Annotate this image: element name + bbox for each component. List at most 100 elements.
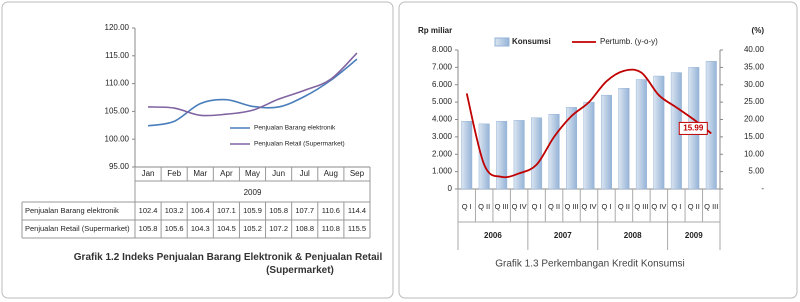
x-tick-label: Aug: [324, 169, 338, 178]
table-cell: 103.2: [165, 206, 184, 215]
table-cell: 106.4: [191, 206, 210, 215]
x-tick-label: Feb: [167, 169, 181, 178]
table-cell: 114.4: [348, 206, 366, 215]
right-panel: [398, 1, 798, 299]
table-cell: 105.9: [243, 206, 262, 215]
bar: [566, 107, 578, 190]
y-tick-label: 8.000: [432, 45, 453, 54]
y2-tick-label: -: [761, 184, 764, 193]
y2-tick-label: 5.00: [748, 167, 764, 176]
y2-tick-label: 15.00: [744, 132, 765, 141]
table-cell: 115.5: [348, 224, 366, 233]
bar: [496, 120, 508, 190]
table-row-label: Penjualan Retail (Supermarket): [25, 224, 130, 233]
group-label: 2006: [484, 231, 502, 240]
bar: [635, 79, 647, 190]
group-label: 2007: [554, 231, 572, 240]
table-row-label: Penjualan Barang elektronik: [25, 206, 119, 215]
table-cell: 107.1: [217, 206, 236, 215]
table-cell: 110.6: [322, 206, 340, 215]
bar: [513, 120, 525, 190]
y-tick-label: 7.000: [432, 62, 453, 71]
group-label: 2009: [685, 231, 703, 240]
x-tick-label: Q IV: [512, 202, 527, 211]
chart-title: Grafik 1.3 Perkembangan Kredit Konsumsi: [495, 259, 685, 270]
table-cell: 105.2: [243, 224, 262, 233]
y-tick-label: 5.000: [432, 97, 453, 106]
y-tick-label: 4.000: [432, 115, 453, 124]
y2-tick-label: 25.00: [744, 97, 765, 106]
y2-tick-label: 10.00: [744, 149, 765, 158]
chart-title: Grafik 1.2 Indeks Penjualan Barang Elekt…: [74, 252, 383, 276]
bar: [531, 117, 543, 190]
left-panel: [1, 1, 394, 299]
y-tick-label: 6.000: [432, 80, 453, 89]
bar: [618, 87, 630, 190]
y-tick-label: 1.000: [432, 167, 453, 176]
x-tick-label: Q I: [462, 202, 472, 211]
y2-tick-label: 40.00: [744, 45, 765, 54]
y-tick-label: 120.00: [105, 23, 130, 32]
bar: [548, 114, 560, 190]
y-tick-label: 110.00: [105, 79, 129, 88]
x-tick-label: Sep: [350, 169, 365, 178]
data-label: 15.99: [683, 124, 704, 133]
x-tick-label: May: [245, 169, 260, 178]
series-line: [147, 58, 358, 127]
table-cell: 102.4: [139, 206, 158, 215]
x-tick-label: Q I: [671, 202, 681, 211]
y2-tick-label: 20.00: [744, 115, 765, 124]
x-tick-label: Q II: [618, 202, 630, 211]
table-cell: 104.3: [191, 224, 210, 233]
legend-swatch: [494, 37, 510, 47]
x-tick-label: Jan: [142, 169, 155, 178]
x-tick-label: Q IV: [651, 202, 666, 211]
table-cell: 104.5: [217, 224, 236, 233]
legend-label: Penjualan Retail (Supermarket): [254, 141, 345, 148]
x-tick-label: Q III: [564, 202, 578, 211]
x-tick-label: Q I: [532, 202, 542, 211]
x-tick-label: Jun: [272, 169, 285, 178]
y-tick-label: 0: [448, 184, 453, 193]
legend-label: Konsumsi: [512, 37, 551, 46]
x-tick-label: Q II: [688, 202, 700, 211]
y2-axis-label: (%): [752, 26, 765, 35]
x-tick-label: Q I: [601, 202, 611, 211]
table-cell: 110.8: [322, 224, 340, 233]
y2-tick-label: 30.00: [744, 80, 765, 89]
table-cell: 107.2: [269, 224, 288, 233]
bar: [478, 123, 490, 190]
bar: [461, 120, 473, 190]
annotation-box: [678, 121, 708, 135]
y-tick-label: 105.00: [105, 107, 130, 116]
y-tick-label: 100.00: [105, 134, 130, 143]
legend-label: Pertumb. (y-o-y): [600, 37, 658, 46]
y-tick-label: 3.000: [432, 132, 453, 141]
group-label: 2008: [624, 231, 642, 240]
x-tick-label: Q IV: [581, 202, 596, 211]
x-tick-label: Q III: [704, 202, 718, 211]
x-tick-label: Q III: [634, 202, 648, 211]
y2-tick-label: 35.00: [744, 62, 765, 71]
series-line: [148, 52, 358, 117]
bar: [653, 75, 665, 190]
x-tick-label: Apr: [220, 169, 233, 178]
x-tick-label: Jul: [300, 169, 310, 178]
y-axis-label: Rp miliar: [418, 26, 452, 35]
table-cell: 105.8: [139, 224, 158, 233]
x-tick-label: Q II: [548, 202, 560, 211]
x-tick-label: Mar: [193, 169, 207, 178]
series-line: [465, 68, 712, 179]
legend-label: Penjualan Barang elektronik: [254, 125, 336, 132]
table-cell: 108.8: [295, 224, 314, 233]
bar: [600, 94, 612, 190]
x-tick-label: Q III: [495, 202, 509, 211]
x-tick-label: Q II: [478, 202, 490, 211]
table-cell: 105.6: [165, 224, 184, 233]
y-tick-label: 115.00: [105, 51, 129, 60]
table-cell: 107.7: [295, 206, 314, 215]
x-group-label: 2009: [244, 188, 262, 197]
table-cell: 105.8: [269, 206, 288, 215]
y-tick-label: 95.00: [109, 162, 130, 171]
